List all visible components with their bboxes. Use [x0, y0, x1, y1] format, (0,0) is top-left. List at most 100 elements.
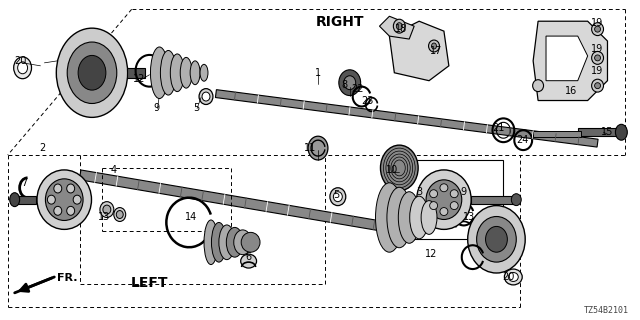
Ellipse shape: [150, 47, 168, 99]
Text: 21: 21: [492, 123, 504, 133]
Ellipse shape: [100, 202, 114, 218]
Text: 12: 12: [133, 74, 146, 84]
Ellipse shape: [595, 83, 600, 89]
Ellipse shape: [421, 201, 437, 234]
Text: 10: 10: [387, 165, 399, 175]
Text: 9: 9: [154, 103, 159, 114]
Text: 2: 2: [39, 143, 45, 153]
Polygon shape: [533, 21, 607, 100]
Bar: [533, 131, 580, 137]
Ellipse shape: [114, 208, 125, 221]
Text: 20: 20: [502, 272, 515, 282]
Text: 13: 13: [98, 212, 110, 222]
Ellipse shape: [344, 76, 356, 90]
Ellipse shape: [202, 92, 210, 101]
Ellipse shape: [211, 222, 227, 262]
Ellipse shape: [532, 80, 543, 92]
Text: 19: 19: [591, 44, 604, 54]
Ellipse shape: [429, 202, 438, 210]
Bar: [470, 196, 518, 204]
Ellipse shape: [429, 190, 438, 198]
Text: 12: 12: [425, 249, 437, 259]
Ellipse shape: [161, 51, 176, 95]
Ellipse shape: [200, 64, 208, 81]
Ellipse shape: [451, 190, 458, 198]
Ellipse shape: [67, 184, 75, 193]
Text: 11: 11: [304, 143, 316, 153]
Text: RIGHT: RIGHT: [316, 15, 364, 29]
Text: 8: 8: [342, 80, 348, 90]
Ellipse shape: [54, 206, 62, 215]
Ellipse shape: [67, 206, 75, 215]
Ellipse shape: [234, 230, 252, 255]
Ellipse shape: [18, 62, 28, 74]
Text: 5: 5: [333, 190, 339, 200]
Ellipse shape: [426, 180, 461, 220]
Ellipse shape: [511, 194, 521, 206]
Bar: [17, 196, 36, 204]
Ellipse shape: [13, 57, 31, 79]
Text: 9: 9: [461, 187, 467, 197]
Text: 5: 5: [193, 103, 199, 114]
Ellipse shape: [398, 192, 420, 243]
Ellipse shape: [376, 183, 403, 252]
Ellipse shape: [431, 43, 436, 49]
Text: LEFT: LEFT: [131, 276, 168, 290]
Ellipse shape: [219, 225, 235, 260]
Text: 6: 6: [246, 252, 252, 262]
Ellipse shape: [504, 269, 522, 285]
Ellipse shape: [54, 184, 62, 193]
Ellipse shape: [396, 23, 403, 30]
Ellipse shape: [227, 228, 243, 257]
Ellipse shape: [10, 193, 20, 207]
Ellipse shape: [116, 211, 124, 219]
Text: 3: 3: [416, 187, 422, 197]
Ellipse shape: [508, 273, 518, 281]
Ellipse shape: [67, 42, 116, 103]
Ellipse shape: [429, 40, 440, 52]
Ellipse shape: [591, 23, 604, 36]
Ellipse shape: [451, 202, 458, 210]
Text: 4: 4: [111, 165, 117, 175]
Text: 20: 20: [15, 56, 27, 66]
Ellipse shape: [204, 220, 218, 265]
Ellipse shape: [591, 79, 604, 92]
Text: 19: 19: [591, 18, 604, 28]
Polygon shape: [380, 16, 414, 39]
Ellipse shape: [45, 179, 83, 220]
Bar: [578, 128, 625, 136]
Ellipse shape: [330, 188, 346, 206]
Bar: [389, 160, 504, 239]
Ellipse shape: [591, 52, 604, 64]
Ellipse shape: [103, 205, 111, 214]
Ellipse shape: [333, 192, 342, 202]
Ellipse shape: [417, 170, 471, 229]
Text: 15: 15: [602, 127, 614, 137]
Ellipse shape: [486, 227, 508, 252]
Ellipse shape: [73, 195, 81, 204]
Ellipse shape: [468, 206, 525, 273]
Ellipse shape: [387, 187, 412, 248]
Text: FR.: FR.: [58, 273, 78, 283]
Text: 23: 23: [362, 96, 374, 106]
Text: 1: 1: [315, 68, 321, 78]
Ellipse shape: [180, 57, 192, 88]
Ellipse shape: [199, 89, 213, 105]
Ellipse shape: [440, 208, 448, 215]
Ellipse shape: [595, 55, 600, 61]
Ellipse shape: [339, 70, 361, 96]
Text: 22: 22: [351, 84, 364, 94]
Ellipse shape: [308, 136, 328, 160]
Ellipse shape: [241, 232, 260, 252]
Ellipse shape: [394, 19, 405, 33]
Ellipse shape: [190, 61, 200, 85]
Ellipse shape: [78, 55, 106, 90]
Text: 14: 14: [185, 212, 197, 222]
Ellipse shape: [616, 124, 627, 140]
Text: TZ54B2101: TZ54B2101: [584, 306, 629, 315]
Polygon shape: [389, 21, 449, 81]
Ellipse shape: [440, 184, 448, 192]
Text: 16: 16: [564, 86, 577, 96]
Ellipse shape: [56, 28, 128, 117]
Text: 13: 13: [463, 212, 475, 222]
